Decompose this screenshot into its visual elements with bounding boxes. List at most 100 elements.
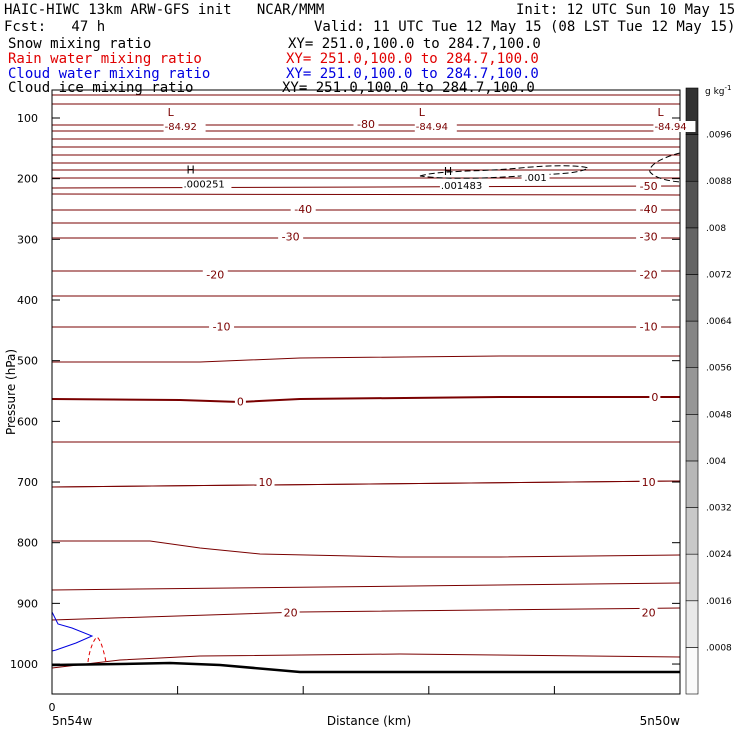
contour-label-bg bbox=[639, 476, 658, 489]
extrema-value: -84.92 bbox=[165, 122, 197, 133]
contour-label-bg bbox=[256, 476, 275, 489]
contour-label-bg bbox=[639, 606, 658, 619]
isotherm-label: 10 bbox=[642, 476, 656, 489]
isotherm-line bbox=[51, 185, 681, 189]
isotherm-label: -10 bbox=[640, 321, 658, 334]
colorbar-tick-label: .0032 bbox=[706, 504, 732, 514]
ground-line bbox=[51, 661, 680, 674]
colorbar-tick-label: .0024 bbox=[706, 550, 732, 560]
extrema-value: .001483 bbox=[441, 181, 482, 192]
cloud-ice-contour bbox=[419, 165, 590, 179]
y-tick-label: 100 bbox=[17, 112, 38, 125]
colorbar-bin bbox=[685, 460, 699, 508]
extrema-value-bg bbox=[439, 179, 489, 191]
isotherm-label: -40 bbox=[640, 203, 658, 216]
y-tick-label: 1000 bbox=[10, 658, 38, 671]
valid-time: Valid: 11 UTC Tue 12 May 15 (08 LST Tue … bbox=[314, 19, 736, 35]
contour-label-bg bbox=[290, 203, 316, 216]
colorbar-bin bbox=[685, 227, 699, 275]
extrema-value: .000251 bbox=[183, 180, 224, 191]
contour-label-bg bbox=[649, 391, 661, 404]
y-tick-label: 700 bbox=[17, 476, 38, 489]
isotherm-label: 20 bbox=[284, 606, 298, 619]
y-tick-label: 300 bbox=[17, 233, 38, 246]
extrema-value: -84.94 bbox=[416, 122, 448, 133]
field-xy-snow: XY= 251.0,100.0 to 284.7,100.0 bbox=[288, 36, 541, 52]
field-xy-cloud-water: XY= 251.0,100.0 to 284.7,100.0 bbox=[286, 66, 539, 82]
colorbar-tick-label: .0008 bbox=[706, 643, 732, 653]
colorbar-bin bbox=[685, 320, 699, 368]
colorbar-bin bbox=[685, 414, 699, 462]
colorbar-tick-label: .0016 bbox=[706, 597, 732, 607]
field-label-cloud-ice: Cloud ice mixing ratio bbox=[8, 80, 194, 96]
isotherm-label: -20 bbox=[640, 269, 658, 282]
colorbar-tick-label: .0088 bbox=[706, 177, 732, 187]
extrema-value-bg bbox=[414, 121, 457, 132]
colorbar-bin bbox=[685, 367, 699, 415]
extrema-value-bg bbox=[653, 121, 696, 132]
contour-label-bg bbox=[636, 320, 662, 333]
contour-label-bg bbox=[209, 320, 235, 333]
contour-label-bg bbox=[636, 268, 662, 281]
contour-label-bg bbox=[202, 268, 228, 281]
x-start-label: 5n54w bbox=[52, 714, 93, 728]
isotherm-line bbox=[51, 582, 681, 591]
init-time: Init: 12 UTC Sun 10 May 15 bbox=[516, 2, 736, 18]
x-zero-label: 0 bbox=[49, 701, 56, 714]
y-tick-label: 500 bbox=[17, 355, 38, 368]
y-tick-label: 600 bbox=[17, 415, 38, 428]
colorbar-unit: g kg-1 bbox=[705, 84, 731, 97]
y-axis-title: Pressure (hPa) bbox=[4, 349, 18, 435]
field-label-rain: Rain water mixing ratio bbox=[8, 51, 202, 67]
colorbar-tick-label: .0048 bbox=[706, 410, 732, 420]
ice-contour-label: .001 bbox=[524, 173, 546, 184]
plot-frame bbox=[51, 89, 681, 695]
colorbar-tick-label: .008 bbox=[706, 224, 726, 234]
isotherm-line-zero bbox=[51, 396, 680, 404]
extrema-value-bg bbox=[163, 121, 206, 132]
contour-label-bg bbox=[234, 395, 246, 408]
model-title: HAIC-HIWC 13km ARW-GFS init NCAR/MMM bbox=[4, 2, 325, 18]
rain-water-contour bbox=[87, 636, 107, 663]
contour-label-bg bbox=[636, 203, 662, 216]
isotherm-line bbox=[51, 193, 681, 196]
isotherm-line bbox=[51, 653, 681, 669]
extrema-value: -84.94 bbox=[654, 122, 686, 133]
low-marker: L bbox=[419, 106, 426, 119]
contour-label-bg bbox=[636, 179, 662, 192]
isotherm-label: -10 bbox=[213, 321, 231, 334]
cloud-ice-contour bbox=[649, 152, 681, 183]
x-end-label: 5n50w bbox=[640, 714, 681, 728]
field-xy-rain: XY= 251.0,100.0 to 284.7,100.0 bbox=[286, 51, 539, 67]
isotherm-label: -20 bbox=[206, 269, 224, 282]
isotherm-label: 10 bbox=[259, 476, 273, 489]
y-tick-label: 400 bbox=[17, 294, 38, 307]
colorbar-tick-label: .0056 bbox=[706, 364, 732, 374]
y-tick-label: 900 bbox=[17, 597, 38, 610]
contour-label-bg bbox=[281, 606, 300, 619]
isotherm-label: -50 bbox=[640, 180, 658, 193]
isotherm-label: -80 bbox=[357, 118, 375, 131]
low-marker: L bbox=[657, 106, 664, 119]
colorbar-tick-label: .004 bbox=[706, 457, 726, 467]
colorbar-bin bbox=[685, 507, 699, 555]
extrema-value-bg bbox=[182, 178, 232, 190]
high-marker: H bbox=[444, 165, 452, 178]
cloud-water-contour bbox=[51, 611, 94, 652]
colorbar-tick-label: .0096 bbox=[706, 131, 732, 141]
low-marker: L bbox=[168, 106, 175, 119]
colorbar-bin bbox=[685, 647, 699, 695]
colorbar-tick-label: .0072 bbox=[706, 270, 732, 280]
high-marker: H bbox=[186, 164, 194, 177]
y-tick-label: 800 bbox=[17, 537, 38, 550]
isotherm-label: -30 bbox=[282, 230, 300, 243]
contour-label-bg bbox=[636, 230, 662, 243]
contour-label-bg bbox=[278, 230, 304, 243]
forecast-hour: Fcst: 47 h bbox=[4, 19, 106, 35]
isotherm-line bbox=[52, 355, 680, 363]
isotherm-label: 20 bbox=[642, 606, 656, 619]
colorbar-bin bbox=[685, 180, 699, 229]
colorbar-tick-label: .0064 bbox=[706, 317, 732, 327]
